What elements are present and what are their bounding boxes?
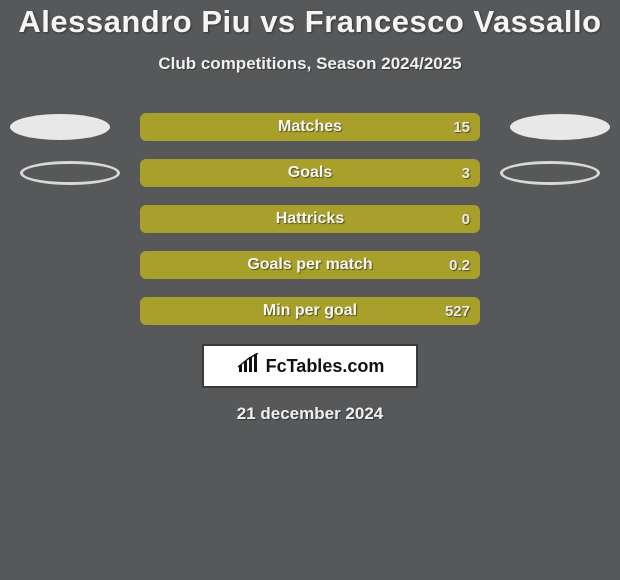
stat-row: Hattricks0 — [0, 196, 620, 242]
stat-label: Hattricks — [140, 210, 480, 228]
left-marker-ellipse — [10, 114, 110, 140]
bar-chart: Matches15 Goals3 Hattricks0 Goals per match… — [0, 104, 620, 334]
subtitle: Club competitions, Season 2024/2025 — [0, 54, 620, 74]
stat-row: Goals per match0.2 — [0, 242, 620, 288]
attribution-text: FcTables.com — [266, 356, 385, 377]
stat-bar: Goals3 — [140, 159, 480, 187]
stat-value: 0.2 — [449, 257, 470, 274]
stat-row: Goals3 — [0, 150, 620, 196]
left-marker-ellipse — [20, 161, 120, 185]
page-title: Alessandro Piu vs Francesco Vassallo — [0, 0, 620, 40]
stat-label: Min per goal — [140, 302, 480, 320]
attribution-inner: FcTables.com — [236, 353, 385, 380]
bar-chart-icon — [236, 353, 260, 380]
stat-value: 0 — [462, 211, 470, 228]
stat-bar: Goals per match0.2 — [140, 251, 480, 279]
stat-label: Goals — [140, 164, 480, 182]
stat-bar: Min per goal527 — [140, 297, 480, 325]
stat-label: Goals per match — [140, 256, 480, 274]
stat-row: Min per goal527 — [0, 288, 620, 334]
stats-comparison-card: Alessandro Piu vs Francesco Vassallo Clu… — [0, 0, 620, 580]
stat-label: Matches — [140, 118, 480, 136]
stat-row: Matches15 — [0, 104, 620, 150]
stat-value: 3 — [462, 165, 470, 182]
stat-bar: Matches15 — [140, 113, 480, 141]
right-marker-ellipse — [510, 114, 610, 140]
right-marker-ellipse — [500, 161, 600, 185]
stat-value: 15 — [453, 119, 470, 136]
stat-value: 527 — [445, 303, 470, 320]
attribution-box: FcTables.com — [202, 344, 418, 388]
stat-bar: Hattricks0 — [140, 205, 480, 233]
footer-date: 21 december 2024 — [0, 404, 620, 424]
